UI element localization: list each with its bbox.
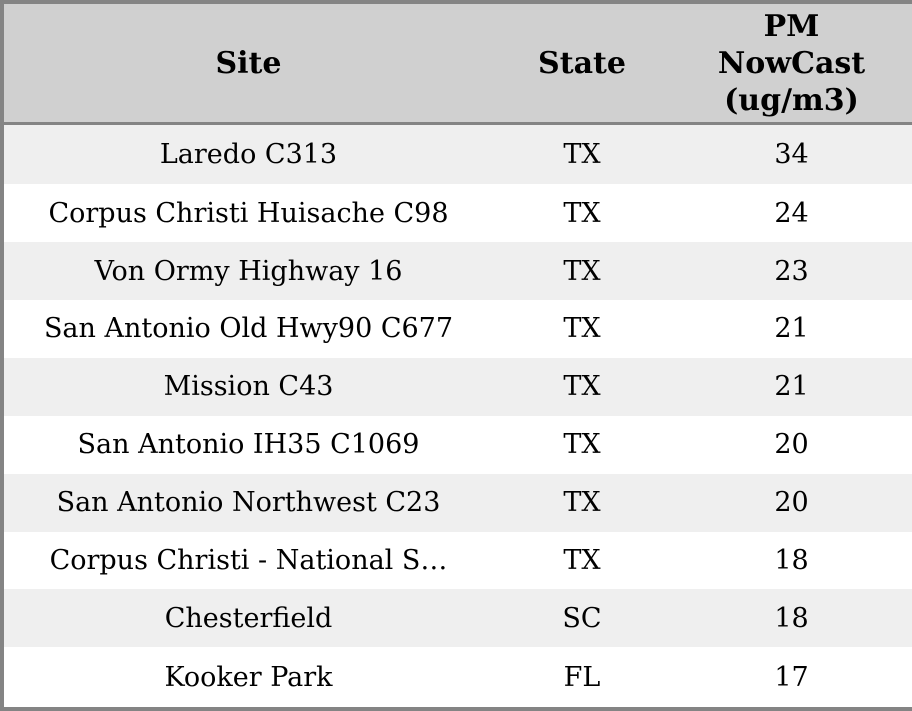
state-cell: SC <box>562 602 602 634</box>
table-row: San Antonio Old Hwy90 C677 TX 21 <box>2 299 912 358</box>
table-row: Chesterfield SC 18 <box>2 589 912 648</box>
table-row: Von Ormy Highway 16 TX 23 <box>2 242 912 300</box>
table-body: Laredo C313 TX 34 Corpus Christi Huisach… <box>2 123 912 709</box>
state-cell: TX <box>563 544 601 576</box>
site-cell: San Antonio IH35 C1069 <box>77 429 420 461</box>
column-header-state: State <box>493 2 671 125</box>
value-cell: 18 <box>774 602 809 634</box>
table-row: Mission C43 TX 21 <box>2 357 912 416</box>
value-cell: 24 <box>774 197 809 229</box>
table-row: Corpus Christi Huisache C98 TX 24 <box>2 184 912 243</box>
column-header-pm-nowcast: PM NowCast (ug/m3) <box>671 2 912 125</box>
value-cell: 17 <box>774 661 809 693</box>
value-cell: 21 <box>774 371 809 403</box>
site-cell: San Antonio Northwest C23 <box>56 487 441 519</box>
state-cell: TX <box>563 313 601 345</box>
table-row: Laredo C313 TX 34 <box>2 123 912 185</box>
value-cell: 21 <box>774 313 809 345</box>
table-row: Kooker Park FL 17 <box>2 647 912 709</box>
site-cell: Mission C43 <box>163 371 334 403</box>
state-cell: FL <box>563 661 601 693</box>
site-cell: Kooker Park <box>164 661 333 693</box>
column-header-site: Site <box>2 2 493 125</box>
site-cell: Chesterfield <box>164 602 333 634</box>
state-cell: TX <box>563 429 601 461</box>
value-cell: 34 <box>774 139 809 171</box>
site-cell: Von Ormy Highway 16 <box>94 255 403 287</box>
site-cell: Corpus Christi - National S… <box>49 544 448 576</box>
state-cell: TX <box>563 255 601 287</box>
value-cell: 23 <box>774 255 809 287</box>
table-row: San Antonio Northwest C23 TX 20 <box>2 473 912 532</box>
header-row: Site State PM NowCast (ug/m3) <box>2 2 912 125</box>
value-cell: 20 <box>774 429 809 461</box>
state-cell: TX <box>563 487 601 519</box>
value-cell: 20 <box>774 487 809 519</box>
value-cell: 18 <box>774 544 809 576</box>
state-cell: TX <box>563 197 601 229</box>
state-cell: TX <box>563 371 601 403</box>
site-cell: Corpus Christi Huisache C98 <box>48 197 449 229</box>
table-header: Site State PM NowCast (ug/m3) <box>2 2 912 125</box>
site-cell: San Antonio Old Hwy90 C677 <box>43 313 454 345</box>
site-cell: Laredo C313 <box>159 139 338 171</box>
table-row: San Antonio IH35 C1069 TX 20 <box>2 415 912 474</box>
state-cell: TX <box>563 139 601 171</box>
table-row: Corpus Christi - National S… TX 18 <box>2 531 912 590</box>
